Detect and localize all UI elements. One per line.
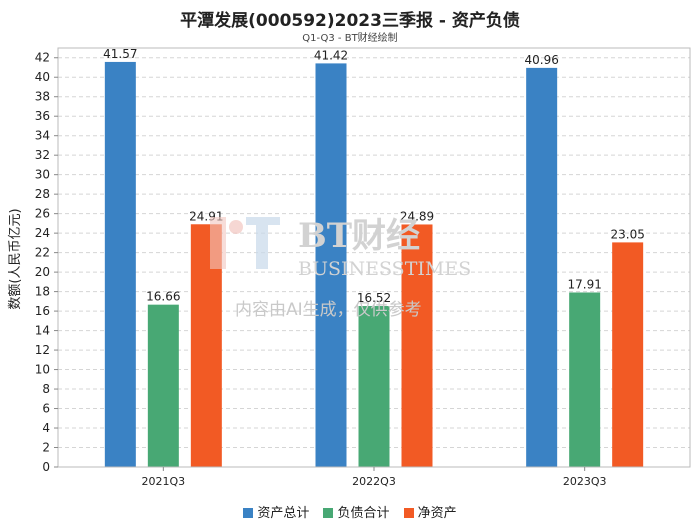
bar — [358, 306, 390, 467]
y-tick-label: 38 — [35, 90, 50, 104]
y-tick-label: 12 — [35, 343, 50, 357]
bars — [104, 61, 644, 468]
y-tick-label: 30 — [35, 168, 50, 182]
y-tick-label: 6 — [42, 402, 50, 416]
data-label: 17.91 — [567, 277, 601, 291]
data-label: 41.57 — [103, 47, 137, 61]
y-tick-label: 18 — [35, 285, 50, 299]
data-label: 41.42 — [314, 48, 348, 62]
y-tick-label: 28 — [35, 187, 50, 201]
bar — [104, 61, 136, 468]
y-tick-label: 16 — [35, 304, 50, 318]
legend-swatch-total-assets — [243, 508, 254, 518]
y-tick-label: 4 — [42, 421, 50, 435]
y-tick-label: 32 — [35, 148, 50, 162]
y-tick-label: 0 — [42, 460, 50, 474]
watermark-logo: BT财经 BUSINESSTIMES — [210, 216, 471, 280]
y-tick-label: 22 — [35, 246, 50, 260]
legend-item-total-assets: 资产总计 — [243, 502, 309, 521]
x-tick-label: 2023Q3 — [563, 475, 607, 488]
legend-swatch-total-liabilities — [323, 508, 334, 518]
y-tick-label: 20 — [35, 265, 50, 279]
data-label: 16.52 — [357, 291, 391, 305]
bar — [526, 67, 558, 467]
chart-legend: 资产总计 负债合计 净资产 — [0, 502, 700, 521]
watermark: BT财经 BUSINESSTIMES 内容由AI生成，仅供参考 — [190, 205, 510, 320]
y-tick-label: 2 — [42, 441, 50, 455]
watermark-logo-text: BT财经 — [298, 216, 420, 256]
legend-item-total-liabilities: 负债合计 — [323, 502, 390, 521]
bar — [569, 292, 601, 467]
watermark-logo-subtext: BUSINESSTIMES — [298, 258, 471, 280]
y-tick-label: 14 — [35, 324, 50, 338]
y-tick-label: 40 — [35, 70, 50, 84]
data-label: 16.66 — [146, 290, 180, 304]
chart-subtitle: Q1-Q3 - BT财经绘制 — [302, 33, 398, 44]
bar — [147, 304, 179, 467]
legend-label-net-assets: 净资产 — [417, 506, 457, 521]
legend-item-net-assets: 净资产 — [403, 502, 457, 521]
legend-swatch-net-assets — [403, 508, 414, 518]
x-tick-label: 2021Q3 — [142, 475, 186, 488]
data-label: 40.96 — [524, 53, 558, 67]
watermark-notice: 内容由AI生成，仅供参考 — [235, 300, 422, 320]
y-tick-label: 8 — [42, 382, 50, 396]
data-labels: 41.5716.6624.9141.4216.5224.8940.9617.91… — [103, 47, 645, 305]
y-tick-label: 26 — [35, 207, 50, 221]
data-label: 23.05 — [610, 227, 644, 241]
bar — [612, 242, 644, 467]
y-tick-label: 24 — [35, 226, 50, 240]
y-axis-label: 数额(人民币亿元) — [8, 208, 23, 309]
y-tick-label: 42 — [35, 51, 50, 65]
x-tick-label: 2022Q3 — [352, 475, 396, 488]
bar — [401, 224, 433, 467]
bar — [315, 63, 347, 467]
y-tick-label: 10 — [35, 363, 50, 377]
y-tick-label: 36 — [35, 109, 50, 123]
legend-label-total-assets: 资产总计 — [257, 506, 310, 521]
data-label: 24.89 — [400, 209, 434, 223]
legend-label-total-liabilities: 负债合计 — [337, 506, 390, 521]
chart-title: 平潭发展(000592)2023三季报 - 资产负债 — [180, 11, 520, 31]
axes: 0246810121416182022242628303234363840422… — [35, 47, 691, 488]
y-tick-label: 34 — [35, 129, 50, 143]
